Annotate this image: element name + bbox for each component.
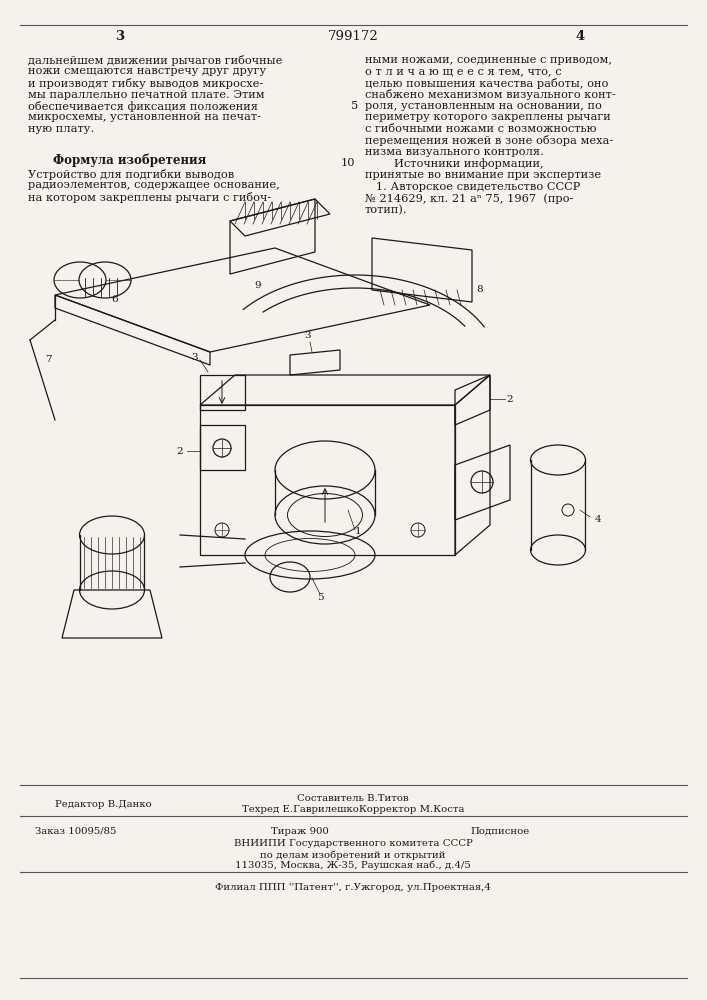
Text: ВНИИПИ Государственного комитета СССР: ВНИИПИ Государственного комитета СССР xyxy=(233,839,472,848)
Text: периметру которого закреплены рычаги: периметру которого закреплены рычаги xyxy=(365,112,611,122)
Text: 6: 6 xyxy=(112,296,118,304)
Text: ножи смещаются навстречу друг другу: ножи смещаются навстречу друг другу xyxy=(28,66,267,77)
Text: 799172: 799172 xyxy=(327,30,378,43)
Text: 3: 3 xyxy=(192,353,198,361)
Text: целью повышения качества работы, оно: целью повышения качества работы, оно xyxy=(365,78,609,89)
Text: Источники информации,: Источники информации, xyxy=(365,158,544,169)
Text: 4: 4 xyxy=(595,516,602,524)
Text: 113035, Москва, Ж-35, Раушская наб., д.4/5: 113035, Москва, Ж-35, Раушская наб., д.4… xyxy=(235,861,471,870)
Text: на котором закреплены рычаги с гибоч-: на котором закреплены рычаги с гибоч- xyxy=(28,192,271,203)
Text: ными ножами, соединенные с приводом,: ными ножами, соединенные с приводом, xyxy=(365,55,612,65)
Text: мы параллельно печатной плате. Этим: мы параллельно печатной плате. Этим xyxy=(28,90,264,100)
Text: с гибочными ножами с возможностью: с гибочными ножами с возможностью xyxy=(365,124,597,134)
Text: Филиал ППП ''Патент'', г.Ужгород, ул.Проектная,4: Филиал ППП ''Патент'', г.Ужгород, ул.Про… xyxy=(215,883,491,892)
Text: 3: 3 xyxy=(115,30,124,43)
Text: 1. Авторское свидетельство СССР: 1. Авторское свидетельство СССР xyxy=(365,182,580,192)
Text: радиоэлементов, содержащее основание,: радиоэлементов, содержащее основание, xyxy=(28,180,280,190)
Text: ную плату.: ную плату. xyxy=(28,124,94,134)
Text: микросхемы, установленной на печат-: микросхемы, установленной на печат- xyxy=(28,112,261,122)
Text: 5: 5 xyxy=(351,101,358,111)
Text: 7: 7 xyxy=(45,356,52,364)
Text: 2: 2 xyxy=(177,448,183,456)
Text: перемещения ножей в зоне обзора меха-: перемещения ножей в зоне обзора меха- xyxy=(365,135,613,146)
Text: Устройство для подгибки выводов: Устройство для подгибки выводов xyxy=(28,169,234,180)
Text: низма визуального контроля.: низма визуального контроля. xyxy=(365,147,544,157)
Text: Редактор В.Данко: Редактор В.Данко xyxy=(55,800,152,809)
Text: 3: 3 xyxy=(305,330,311,340)
Text: тотип).: тотип). xyxy=(365,205,408,215)
Text: № 214629, кл. 21 аⁿ 75, 1967  (про-: № 214629, кл. 21 аⁿ 75, 1967 (про- xyxy=(365,193,573,204)
Text: 10: 10 xyxy=(341,158,355,168)
Text: роля, установленным на основании, по: роля, установленным на основании, по xyxy=(365,101,602,111)
Text: снабжено механизмом визуального конт-: снабжено механизмом визуального конт- xyxy=(365,90,616,101)
Text: 5: 5 xyxy=(317,593,323,602)
Text: дальнейшем движении рычагов гибочные: дальнейшем движении рычагов гибочные xyxy=(28,55,282,66)
Text: Заказ 10095/85: Заказ 10095/85 xyxy=(35,827,117,836)
Text: принятые во внимание при экспертизе: принятые во внимание при экспертизе xyxy=(365,170,601,180)
Text: Формула изобретения: Формула изобретения xyxy=(53,153,206,167)
Text: 8: 8 xyxy=(477,286,484,294)
Text: и производят гибку выводов микросхе-: и производят гибку выводов микросхе- xyxy=(28,78,263,89)
Text: 9: 9 xyxy=(255,282,262,290)
Text: о т л и ч а ю щ е е с я тем, что, с: о т л и ч а ю щ е е с я тем, что, с xyxy=(365,66,561,77)
Text: Составитель В.Титов: Составитель В.Титов xyxy=(297,794,409,803)
Text: 4: 4 xyxy=(575,30,585,43)
Text: по делам изобретений и открытий: по делам изобретений и открытий xyxy=(260,850,445,859)
Text: Подписное: Подписное xyxy=(470,827,530,836)
Text: Тираж 900: Тираж 900 xyxy=(271,827,329,836)
Text: обеспечивается фиксация положения: обеспечивается фиксация положения xyxy=(28,101,258,112)
Text: Техред Е.ГаврилешкоКорректор М.Коста: Техред Е.ГаврилешкоКорректор М.Коста xyxy=(242,805,464,814)
Text: 2: 2 xyxy=(507,395,513,404)
Text: 1: 1 xyxy=(355,528,361,536)
